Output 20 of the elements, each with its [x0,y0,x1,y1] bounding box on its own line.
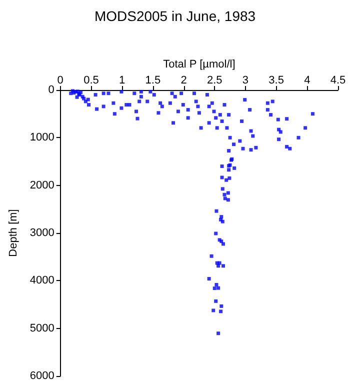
y-tick-label: 1000 [30,132,54,144]
y-tick-label: 3000 [30,227,54,239]
y-tick-label: 6000 [30,370,54,382]
x-tick-label: 4.5 [330,74,346,86]
chart-title: MODS2005 in June, 1983 [94,8,256,24]
x-tick-label: 4 [304,74,310,86]
x-tick-label: 0.5 [84,74,99,86]
x-tick-label: 1.5 [145,74,161,86]
y-tick-label: 0 [48,84,54,96]
x-tick-label: 1 [119,74,126,86]
x-axis-title: Total P [µmol/l] [163,58,236,70]
y-axis-title: Depth [m] [8,209,20,257]
y-tick-label: 5000 [30,322,54,334]
y-tick-label: 2000 [30,179,54,192]
x-tick-label: 0 [57,74,64,86]
x-tick-label: 2 [180,74,187,86]
x-tick-label: 3.5 [268,74,284,86]
y-tick-label: 4000 [30,274,54,287]
x-tick-label: 3 [242,74,249,86]
x-tick-label: 2.5 [206,74,222,86]
